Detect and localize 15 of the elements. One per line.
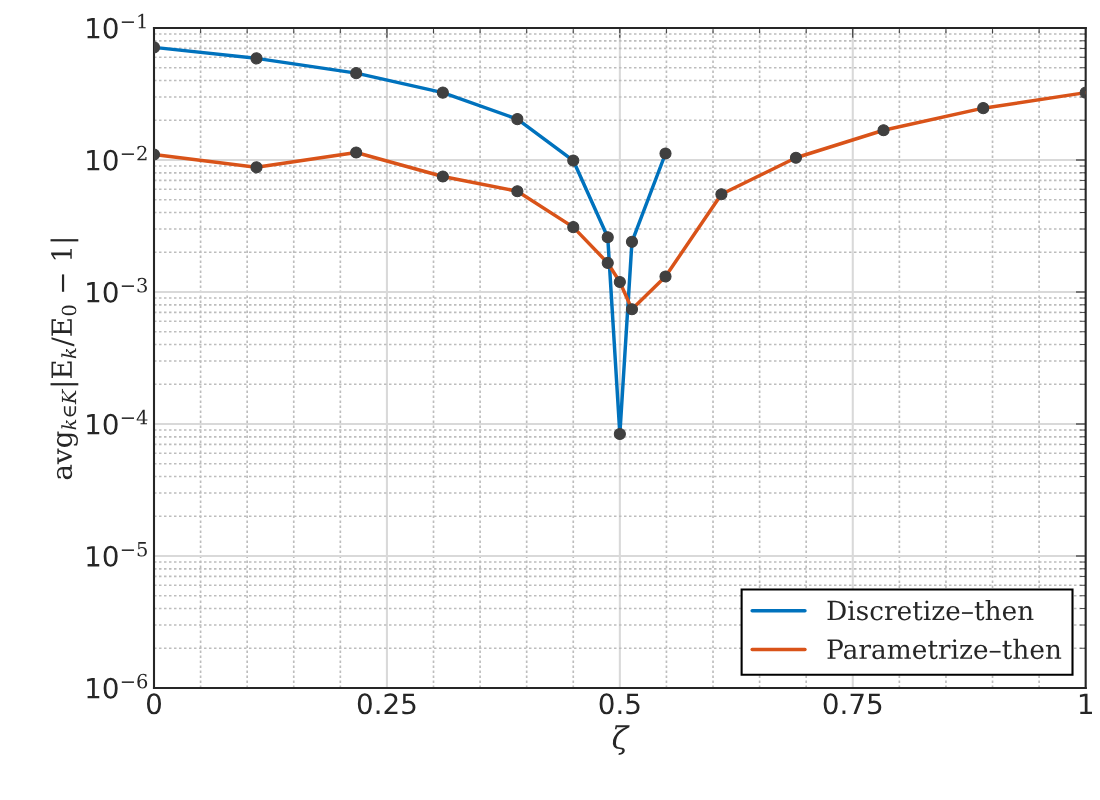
x-tick-label: 0.75 xyxy=(823,693,882,715)
y-tick-label: 10$^{−1}$ xyxy=(87,13,146,39)
y-axis-title: avg$_{k∈K}$|E$_{k}$/E$_{0}$ − 1| xyxy=(50,239,79,480)
x-tick-label: 1 xyxy=(1079,693,1092,714)
x-tick-label: 0 xyxy=(146,693,161,715)
x-tick-label: 0.5 xyxy=(599,693,640,715)
y-tick-label: 10$^{−5}$ xyxy=(87,542,147,567)
x-axis-title: ζ xyxy=(612,725,630,755)
y-tick-label: 10$^{−4}$ xyxy=(87,409,148,435)
x-tick-label: 0.25 xyxy=(357,693,416,715)
y-tick-label: 10$^{−6}$ xyxy=(87,673,148,699)
y-tick-label: 10$^{−2}$ xyxy=(87,145,147,171)
y-tick-label: 10$^{−3}$ xyxy=(87,277,147,303)
legend-label: Discretize–then xyxy=(827,599,1034,621)
legend-label: Parametrize–then xyxy=(827,638,1062,660)
